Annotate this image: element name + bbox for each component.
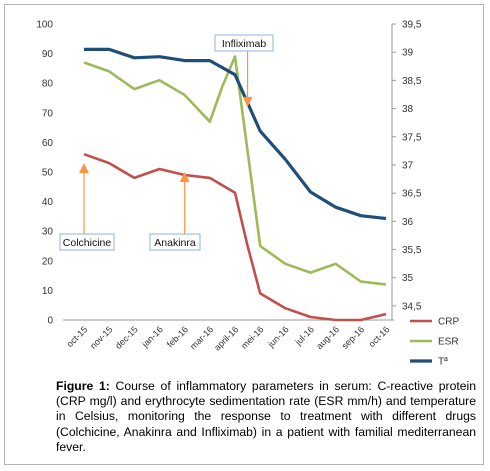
y-right-tick-label: 34,5 — [402, 301, 422, 312]
y-left-tick-label: 10 — [42, 286, 54, 297]
annotation-label: Colchicine — [63, 237, 112, 249]
annotation-arrowhead — [79, 163, 89, 174]
y-left-tick-label: 50 — [42, 168, 54, 179]
y-left-tick-label: 60 — [42, 138, 54, 149]
y-left-tick-label: 100 — [36, 20, 53, 31]
y-left-tick-label: 40 — [42, 197, 54, 208]
caption-text: Course of inflammatory parameters in ser… — [56, 379, 477, 454]
x-tick-label: sep-16 — [340, 324, 367, 351]
figure-caption: Figure 1: Course of inflammatory paramet… — [56, 379, 476, 455]
y-right-tick-label: 37,5 — [402, 132, 422, 143]
y-right-tick-label: 37 — [402, 160, 414, 171]
y-left-tick-label: 20 — [42, 256, 54, 267]
legend-label: Tª — [438, 357, 448, 368]
y-right-tick-label: 36 — [402, 217, 414, 228]
annotation-box — [59, 233, 115, 251]
x-tick-label: aug-16 — [314, 324, 341, 351]
x-tick-label: jan-16 — [139, 324, 164, 349]
legend-label: CRP — [438, 317, 459, 328]
y-right-tick-label: 36,5 — [402, 189, 422, 200]
x-tick-label: oct-15 — [65, 324, 90, 349]
x-tick-label: feb-16 — [165, 324, 190, 349]
y-left-tick-label: 90 — [42, 49, 54, 60]
annotation-label: Anakinra — [154, 237, 196, 249]
annotation-box — [149, 233, 201, 251]
y-left-tick-label: 0 — [47, 316, 53, 327]
legend-label: ESR — [438, 337, 459, 348]
x-tick-label: april-16 — [212, 324, 240, 352]
y-right-tick-label: 38,5 — [402, 76, 422, 87]
y-right-tick-label: 38 — [402, 104, 414, 115]
series-line-Tª — [84, 47, 387, 221]
x-tick-label: oct-16 — [367, 324, 392, 349]
y-left-tick-label: 70 — [42, 108, 54, 119]
annotation-arrowhead — [242, 96, 253, 107]
y-right-tick-label: 35 — [402, 273, 414, 284]
x-tick-label: jun-16 — [265, 324, 290, 349]
x-tick-label: mar-16 — [188, 324, 215, 351]
x-tick-label: jul-16 — [293, 324, 316, 347]
series-line-CRP — [83, 152, 387, 322]
x-tick-label: nov-15 — [88, 324, 115, 351]
x-tick-label: mei-16 — [239, 324, 266, 351]
annotation-arrowhead — [179, 172, 190, 182]
y-right-tick-label: 39 — [402, 48, 414, 59]
x-tick-label: dec-15 — [113, 324, 140, 351]
caption-label: Figure 1: — [56, 379, 110, 393]
y-left-tick-label: 80 — [42, 79, 54, 90]
y-right-tick-label: 35,5 — [402, 245, 422, 256]
series-line-ESR — [83, 55, 387, 286]
y-left-tick-label: 30 — [42, 227, 54, 238]
annotation-box — [214, 34, 274, 52]
y-right-tick-label: 39,5 — [402, 20, 422, 31]
annotation-label: Infliximab — [222, 38, 267, 50]
